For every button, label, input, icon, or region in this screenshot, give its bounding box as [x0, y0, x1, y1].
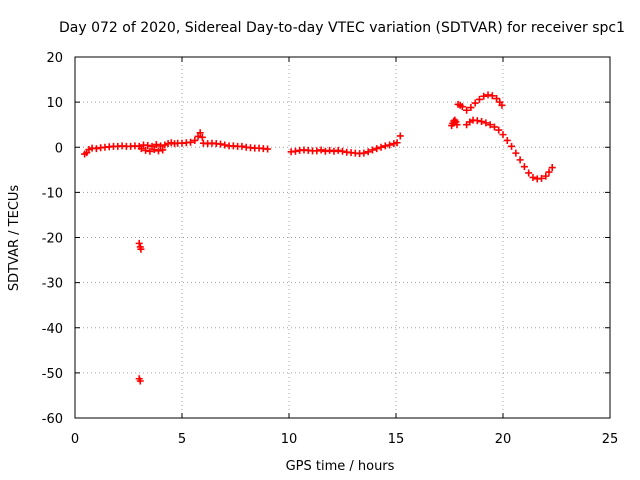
data-point	[136, 377, 144, 385]
x-tick-label: 5	[178, 432, 186, 447]
data-point	[478, 118, 486, 126]
data-point	[196, 129, 204, 137]
data-point	[194, 132, 202, 140]
data-point	[144, 141, 152, 149]
y-axis-label: SDTVAR / TECUs	[7, 185, 22, 292]
y-tick-label: 10	[46, 96, 63, 111]
x-tick-label: 25	[602, 432, 619, 447]
x-tick-label: 20	[495, 432, 512, 447]
data-point	[164, 140, 172, 148]
data-point	[339, 147, 346, 155]
data-point	[542, 172, 550, 180]
data-point	[499, 131, 507, 139]
data-point	[453, 121, 461, 129]
data-point	[538, 174, 546, 182]
data-point	[137, 145, 145, 153]
data-point	[548, 164, 556, 172]
data-point	[498, 101, 506, 109]
data-point	[150, 146, 158, 154]
x-tick-label: 15	[388, 432, 405, 447]
data-point	[512, 149, 520, 157]
data-points	[81, 91, 556, 385]
data-point	[368, 146, 376, 154]
data-point	[386, 141, 394, 149]
data-point	[221, 141, 229, 149]
x-tick-label: 0	[71, 432, 79, 447]
grid-lines	[75, 57, 610, 418]
data-point	[525, 169, 533, 177]
data-point	[390, 140, 398, 148]
data-point	[484, 91, 492, 99]
data-point	[373, 145, 381, 153]
y-tick-label: 20	[46, 51, 63, 66]
data-point	[142, 146, 150, 154]
y-tick-label: 0	[55, 141, 63, 156]
data-point	[520, 163, 528, 171]
data-point	[490, 123, 498, 131]
data-point	[393, 139, 401, 147]
x-tick-label: 10	[281, 432, 298, 447]
data-point	[85, 146, 93, 154]
data-point	[137, 245, 145, 253]
data-point	[152, 141, 160, 149]
data-point	[360, 149, 368, 157]
data-point	[467, 104, 475, 112]
data-point	[291, 147, 299, 155]
data-point	[545, 168, 553, 176]
data-point	[187, 138, 195, 146]
data-point	[321, 147, 329, 155]
data-point	[396, 132, 404, 140]
x-axis-label: GPS time / hours	[286, 459, 395, 474]
chart-title: Day 072 of 2020, Sidereal Day-to-day VTE…	[59, 20, 625, 36]
data-point	[503, 136, 511, 144]
data-point	[475, 95, 483, 103]
y-tick-label: -40	[42, 322, 63, 337]
data-point	[488, 92, 496, 100]
data-point	[493, 95, 501, 103]
data-point	[364, 148, 372, 156]
data-point	[482, 119, 490, 127]
data-point	[377, 143, 385, 151]
data-point	[529, 173, 537, 181]
data-point	[326, 146, 334, 154]
data-point	[516, 156, 524, 164]
data-point	[154, 147, 162, 155]
data-point	[264, 145, 272, 153]
data-point	[473, 117, 481, 125]
data-point	[191, 136, 199, 144]
data-point	[161, 141, 169, 149]
y-tick-label: -10	[42, 186, 63, 201]
data-point	[146, 147, 154, 155]
y-tick-label: -50	[42, 367, 63, 382]
y-tick-label: -30	[42, 277, 63, 292]
data-point	[135, 239, 143, 247]
data-point	[381, 142, 389, 150]
data-point	[463, 106, 471, 114]
x-axis-ticks: 0 5 10 15 20 25	[71, 57, 618, 447]
data-point	[495, 126, 503, 134]
data-point	[217, 140, 225, 148]
data-point	[480, 92, 488, 100]
data-point	[334, 146, 342, 154]
data-point	[330, 147, 338, 155]
data-point	[471, 99, 479, 107]
y-tick-label: -60	[42, 412, 63, 427]
data-point	[313, 147, 321, 155]
data-point	[157, 142, 165, 150]
data-point	[159, 146, 167, 154]
data-point	[317, 146, 325, 154]
y-tick-label: -20	[42, 232, 63, 247]
data-point	[167, 139, 175, 147]
data-point	[508, 142, 516, 150]
data-point	[458, 103, 466, 111]
data-point	[92, 145, 100, 153]
y-axis-ticks: 20 10 0 -10 -20 -30 -40 -50 -60	[42, 51, 610, 427]
data-point	[238, 142, 246, 150]
data-point	[198, 133, 206, 141]
data-point	[486, 121, 494, 129]
